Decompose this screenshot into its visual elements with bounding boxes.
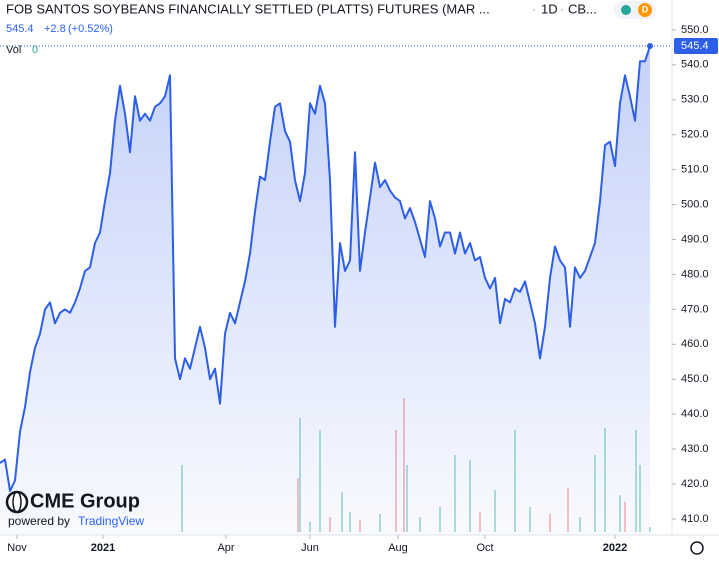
logo: CME Group powered by TradingView	[5, 490, 144, 528]
last-price-box	[674, 37, 718, 54]
change-percent: (+0.52%)	[68, 23, 113, 35]
settings-icon[interactable]	[690, 541, 704, 555]
y-tick-label: 450.0	[681, 373, 709, 385]
separator: ·	[532, 4, 536, 16]
y-tick-label: 420.0	[681, 478, 709, 490]
status-icons: D	[614, 1, 656, 19]
y-tick-label: 440.0	[681, 408, 709, 420]
y-tick-label: 550.0	[681, 24, 709, 36]
y-tick-label: 540.0	[681, 59, 709, 71]
delayed-icon	[638, 3, 652, 17]
y-tick-label: 480.0	[681, 268, 709, 280]
plot-area	[0, 42, 672, 535]
x-tick-label: Oct	[476, 542, 493, 554]
provider: TradingView	[78, 514, 144, 528]
logo-globe-line	[12, 491, 22, 513]
last-price: 545.4	[6, 23, 34, 35]
y-tick-label: 490.0	[681, 233, 709, 245]
last-price-label: 545.4	[681, 40, 709, 52]
interval: 1D	[541, 1, 558, 16]
x-tick-label: Aug	[388, 542, 408, 554]
logo-text: CME Group	[30, 490, 140, 512]
y-tick-label: 460.0	[681, 338, 709, 350]
volume-label: Vol	[6, 44, 21, 56]
y-tick-label: 510.0	[681, 164, 709, 176]
logo-globe	[5, 490, 29, 514]
y-tick-label: 410.0	[681, 513, 709, 525]
y-tick-label: 520.0	[681, 129, 709, 141]
y-tick-label: 430.0	[681, 443, 709, 455]
x-tick-label: Apr	[217, 542, 234, 554]
separator: ·	[560, 4, 564, 16]
chart-title: FOB SANTOS SOYBEANS FINANCIALLY SETTLED …	[6, 1, 490, 16]
x-tick-label: Jun	[301, 542, 319, 554]
volume-value: 0	[32, 44, 38, 56]
change: +2.8	[44, 23, 66, 35]
y-tick-label: 470.0	[681, 303, 709, 315]
powered-by: powered by	[8, 514, 70, 528]
x-tick-label: 2021	[91, 542, 115, 554]
gear[interactable]	[690, 541, 704, 555]
delayed-letter: D	[642, 4, 649, 14]
y-tick-label: 500.0	[681, 198, 709, 210]
x-tick-label: 2022	[603, 542, 627, 554]
area-fill	[0, 46, 650, 535]
x-tick-label: Nov	[7, 542, 27, 554]
market-open-icon	[621, 5, 631, 15]
exchange: CB...	[568, 1, 597, 16]
last-point	[647, 42, 653, 49]
price-line	[0, 45, 651, 492]
y-tick-label: 530.0	[681, 94, 709, 106]
